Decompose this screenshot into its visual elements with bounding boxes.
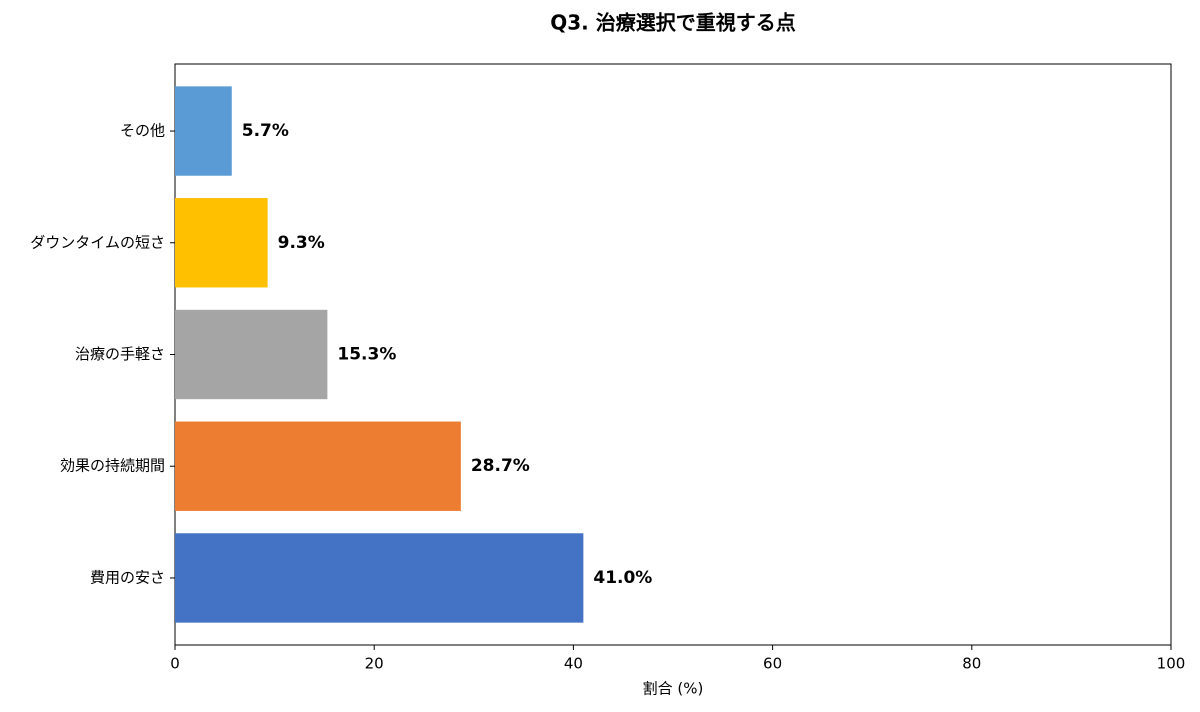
x-tick-label: 100 <box>1157 655 1186 673</box>
y-tick-label: ダウンタイムの短さ <box>30 233 165 251</box>
bar <box>175 533 584 623</box>
x-axis-label: 割合 (%) <box>643 680 704 698</box>
value-label: 5.7% <box>242 121 289 141</box>
y-tick-label: その他 <box>120 122 165 140</box>
x-tick-label: 80 <box>962 655 981 673</box>
y-tick-label: 費用の安さ <box>90 568 165 586</box>
x-tick-label: 40 <box>564 655 583 673</box>
x-tick-label: 20 <box>365 655 384 673</box>
y-tick-label: 効果の持続期間 <box>60 457 165 475</box>
value-label: 15.3% <box>337 345 396 365</box>
chart-title: Q3. 治療選択で重視する点 <box>550 11 795 35</box>
x-tick-label: 60 <box>763 655 782 673</box>
bar <box>175 198 268 288</box>
bar <box>175 86 232 176</box>
value-label: 9.3% <box>278 233 325 253</box>
y-tick-label: 治療の手軽さ <box>75 345 165 363</box>
bar <box>175 421 461 511</box>
x-tick-label: 0 <box>170 655 180 673</box>
value-label: 28.7% <box>471 456 530 476</box>
value-label: 41.0% <box>593 568 652 588</box>
bar <box>175 309 328 400</box>
